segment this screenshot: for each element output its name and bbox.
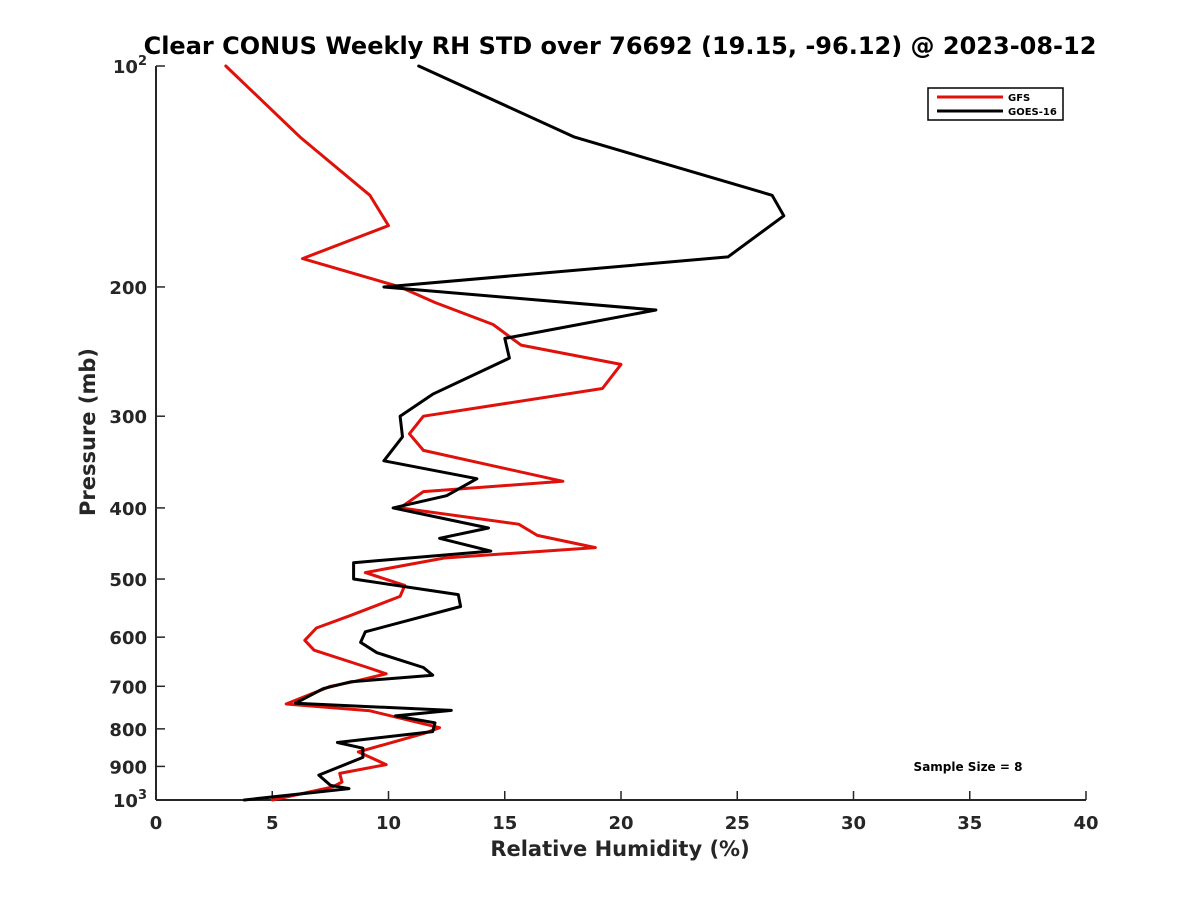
y-tick-label-200: 200: [109, 278, 147, 299]
legend-goes16-label: GOES-16: [1008, 107, 1057, 118]
y-tick-label-400: 400: [109, 499, 147, 520]
sample-size-annotation: Sample Size = 8: [914, 760, 1023, 774]
series-line-gfs: [224, 64, 623, 802]
y-tick-label-800: 800: [109, 720, 147, 741]
x-tick-label-15: 15: [492, 813, 517, 834]
legend-box: [927, 87, 1064, 121]
legend-gfs-label: GFS: [1008, 93, 1030, 104]
x-tick-label-40: 40: [1073, 813, 1098, 834]
y-tick-label-300: 300: [109, 407, 147, 428]
plot-area: 0 5 10 15 20 25 30 35 40 102 200 300 400 500 600 700 800…: [109, 54, 1098, 834]
x-tick-label-30: 30: [841, 813, 866, 834]
x-tick-label-0: 0: [150, 813, 163, 834]
chart-title: Clear CONUS Weekly RH STD over 76692 (19…: [144, 32, 1097, 60]
x-tick-label-10: 10: [376, 813, 401, 834]
y-tick-label-600: 600: [109, 628, 147, 649]
y-axis-label: Pressure (mb): [76, 348, 100, 516]
y-tick-label-900: 900: [109, 757, 147, 778]
series-line-goes16: [242, 64, 786, 802]
x-tick-label-5: 5: [266, 813, 279, 834]
y-tick-label-500: 500: [109, 570, 147, 591]
y-tick-label-100: 102: [113, 54, 147, 78]
y-tick-label-1000: 103: [113, 788, 147, 812]
x-tick-label-25: 25: [725, 813, 750, 834]
y-tick-label-700: 700: [109, 677, 147, 698]
x-axis-label: Relative Humidity (%): [490, 837, 749, 861]
x-tick-label-35: 35: [957, 813, 982, 834]
legend: GFS GOES-16: [927, 87, 1064, 121]
x-tick-label-20: 20: [608, 813, 633, 834]
